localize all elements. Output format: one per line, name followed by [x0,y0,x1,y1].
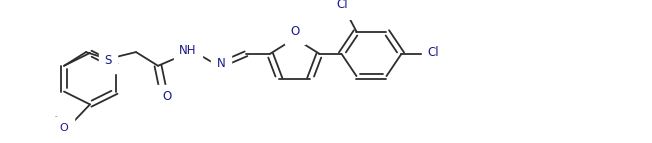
Text: N: N [216,57,226,70]
Text: Cl: Cl [428,46,439,59]
Text: O: O [59,123,68,133]
Text: NH: NH [179,44,197,57]
Text: O: O [290,25,299,38]
Text: O: O [162,90,171,103]
Text: S: S [104,54,111,67]
Text: Cl: Cl [336,0,348,11]
